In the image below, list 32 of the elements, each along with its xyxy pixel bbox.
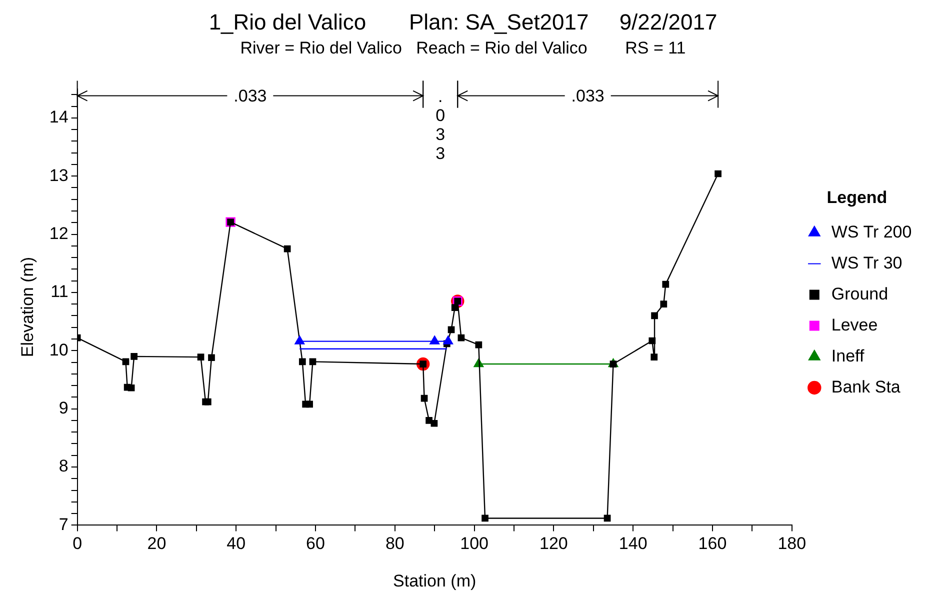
x-tick-label: 20 <box>147 534 166 554</box>
x-tick-label: 40 <box>226 534 246 554</box>
x-tick-label: 100 <box>460 534 488 554</box>
x-tick-label: 60 <box>306 534 325 554</box>
x-tick-label: 0 <box>72 534 82 554</box>
x-tick-label: 140 <box>618 534 648 554</box>
y-tick-label: 14 <box>49 108 68 127</box>
legend-label: Ineff <box>831 346 864 366</box>
y-axis-title: Elevation (m) <box>18 256 37 358</box>
x-tick-label: 160 <box>698 534 727 554</box>
annotation: .033 <box>436 86 446 163</box>
legend-label: Ground <box>831 284 888 304</box>
legend-title: Legend <box>826 188 888 207</box>
chart-subtitle: River = Rio del Valico Reach = Rio del Valico RS = 11 <box>240 38 686 58</box>
y-tick-label: 12 <box>49 224 68 243</box>
legend-label: WS Tr 200 <box>831 222 912 242</box>
chart-title: 1_Rio del Valico Plan: SA_Set2017 9/22/2017 <box>208 9 718 34</box>
y-tick-label: 7 <box>58 514 68 534</box>
legend-label: Levee <box>831 315 878 334</box>
x-tick-label: 180 <box>778 534 806 554</box>
y-tick-label: 11 <box>50 282 68 302</box>
x-tick-label: 120 <box>540 534 568 554</box>
y-tick-label: 10 <box>49 340 68 360</box>
y-tick-label: 9 <box>58 398 68 418</box>
y-tick-label: 8 <box>58 456 68 476</box>
x-axis-title: Station (m) <box>393 571 476 590</box>
x-tick-label: 80 <box>385 534 404 554</box>
annotation: .033 <box>234 86 267 106</box>
y-tick-label: 13 <box>49 166 68 185</box>
legend-label: Bank Sta <box>831 377 901 396</box>
annotation: .033 <box>571 86 604 106</box>
legend-label: WS Tr 30 <box>831 253 902 272</box>
